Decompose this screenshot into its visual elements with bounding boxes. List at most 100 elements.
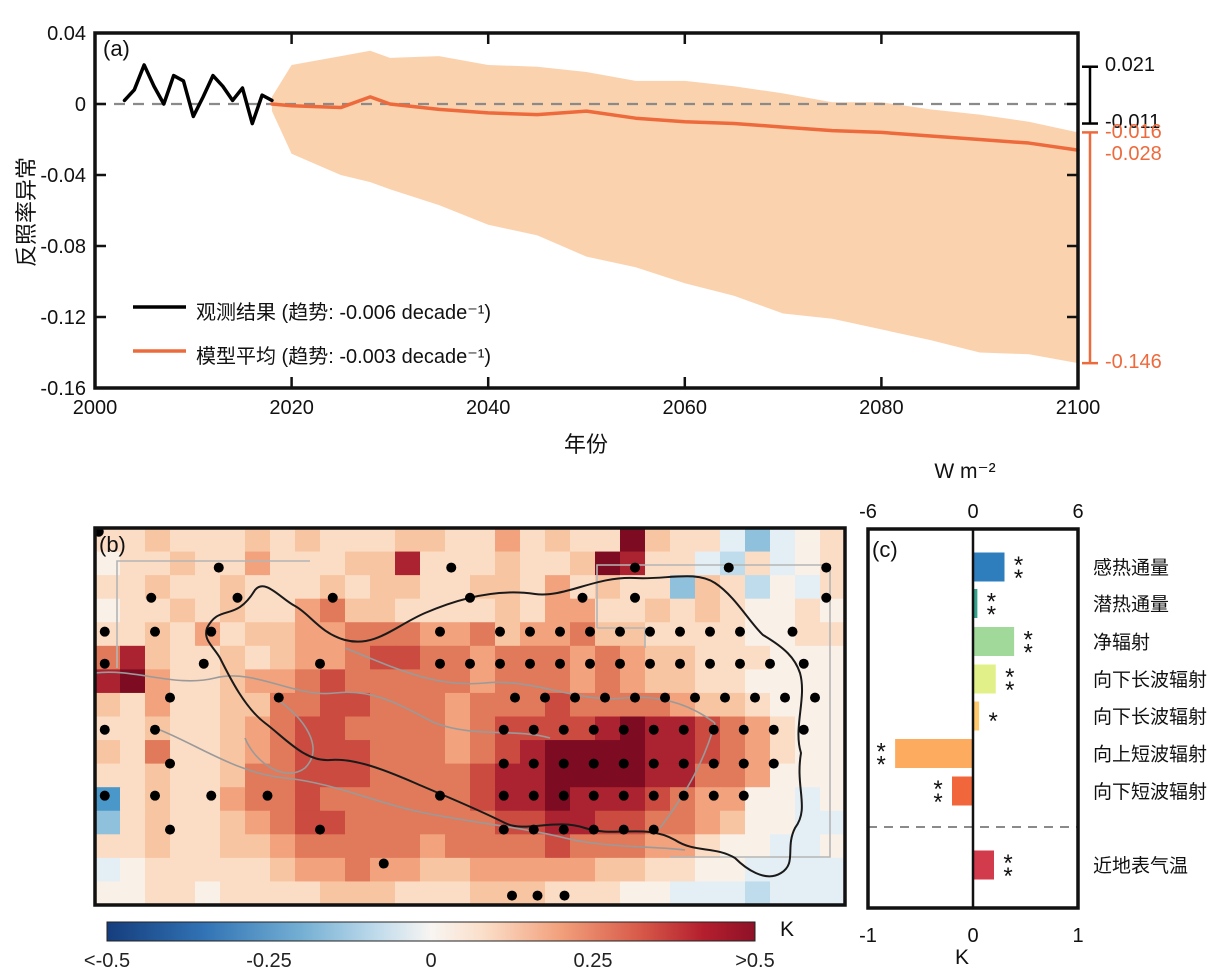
bar-label: 向下长波辐射 xyxy=(1093,669,1207,691)
stipple-dot xyxy=(735,658,745,669)
grid-cell xyxy=(370,669,396,694)
grid-cell xyxy=(545,575,571,600)
grid-cell xyxy=(820,740,846,765)
temperature-grid xyxy=(95,528,846,906)
grid-cell xyxy=(295,716,321,741)
grid-cell xyxy=(395,528,421,553)
stipple-dot xyxy=(588,724,599,735)
grid-cell xyxy=(270,787,296,812)
grid-cell xyxy=(320,692,346,718)
stipple-dot xyxy=(765,658,775,669)
grid-cell xyxy=(820,528,846,553)
grid-cell xyxy=(470,669,496,694)
grid-cell xyxy=(820,669,846,694)
grid-cell xyxy=(445,740,471,765)
bar-label: 向下短波辐射 xyxy=(1093,781,1207,803)
grid-cell xyxy=(295,528,321,553)
grid-cell xyxy=(695,551,721,576)
significance-star: * xyxy=(1014,565,1023,592)
panel-a-label: (a) xyxy=(103,36,130,61)
grid-cell xyxy=(370,575,396,600)
grid-cell xyxy=(720,857,746,883)
grid-cell xyxy=(595,551,621,576)
grid-cell xyxy=(420,834,446,859)
grid-cell xyxy=(295,740,321,765)
grid-cell xyxy=(170,551,196,576)
grid-cell xyxy=(295,692,321,718)
stipple-dot xyxy=(705,626,715,637)
stipple-dot xyxy=(750,692,760,703)
grid-cell xyxy=(795,528,821,553)
grid-cell xyxy=(595,740,621,765)
grid-cell xyxy=(295,834,321,859)
grid-cell xyxy=(370,528,396,553)
grid-cell xyxy=(470,622,496,647)
grid-cell xyxy=(270,645,296,670)
grid-cell xyxy=(170,857,196,883)
stipple-dot xyxy=(498,758,509,769)
grid-cell xyxy=(645,551,671,576)
panel-a-timeseries: 2000 2020 2040 2060 2080 2100 0.04 0 -0.04 -0.08 -… xyxy=(40,23,1100,419)
grid-cell xyxy=(220,528,246,553)
model-range-bottom-value: -0.146 xyxy=(1105,351,1162,373)
grid-cell xyxy=(495,787,521,812)
stipple-dot xyxy=(618,758,629,769)
grid-cell xyxy=(820,810,846,835)
stipple-dot xyxy=(273,692,284,703)
grid-cell xyxy=(245,528,271,553)
grid-cell xyxy=(395,740,421,765)
grid-cell xyxy=(245,857,271,883)
grid-cell xyxy=(295,622,321,647)
grid-cell xyxy=(795,551,821,576)
grid-cell xyxy=(470,740,496,765)
grid-cell xyxy=(820,787,846,812)
grid-cell xyxy=(120,622,146,647)
stipple-dot xyxy=(738,790,749,801)
grid-cell xyxy=(620,857,646,883)
grid-cell xyxy=(245,551,271,576)
stipple-dot xyxy=(558,758,569,769)
grid-cell xyxy=(645,857,671,883)
grid-cell xyxy=(620,881,646,906)
grid-cell xyxy=(645,669,671,694)
grid-cell xyxy=(745,716,771,741)
significance-star: * xyxy=(988,708,997,735)
grid-cell xyxy=(745,528,771,553)
grid-cell xyxy=(170,622,196,647)
stipple-dot xyxy=(630,692,640,703)
grid-cell xyxy=(695,881,721,906)
grid-cell xyxy=(670,669,696,694)
grid-cell xyxy=(795,881,821,906)
grid-cell xyxy=(770,787,796,812)
significance-star: * xyxy=(1005,664,1014,691)
grid-cell xyxy=(595,528,621,553)
panel-c-bottom-axis-title: K xyxy=(954,946,969,969)
region-box-northwest xyxy=(116,560,310,668)
grid-cell xyxy=(370,834,396,859)
stipple-dot xyxy=(615,658,625,669)
grid-cell xyxy=(195,763,221,788)
grid-cell xyxy=(220,622,246,647)
grid-cell xyxy=(445,810,471,835)
grid-cell xyxy=(495,669,521,694)
stipple-dot xyxy=(675,658,685,669)
grid-cell xyxy=(595,763,621,788)
grid-cell xyxy=(95,857,121,883)
grid-cell xyxy=(595,787,621,812)
grid-cell xyxy=(745,834,771,859)
grid-cell xyxy=(320,551,346,576)
bar-label: 向上短波辐射 xyxy=(1093,744,1207,766)
grid-cell xyxy=(620,669,646,694)
grid-cell xyxy=(695,598,721,623)
grid-cell xyxy=(320,763,346,788)
significance-star: * xyxy=(1023,627,1032,654)
stipple-dot xyxy=(507,890,517,901)
grid-cell xyxy=(95,669,121,694)
grid-cell xyxy=(345,716,371,741)
significance-star: * xyxy=(1003,850,1012,877)
grid-cell xyxy=(670,551,696,576)
stipple-dot xyxy=(446,562,457,573)
grid-cell xyxy=(420,551,446,576)
panel-a-x-axis-title: 年份 xyxy=(563,432,608,457)
grid-cell xyxy=(495,528,521,553)
